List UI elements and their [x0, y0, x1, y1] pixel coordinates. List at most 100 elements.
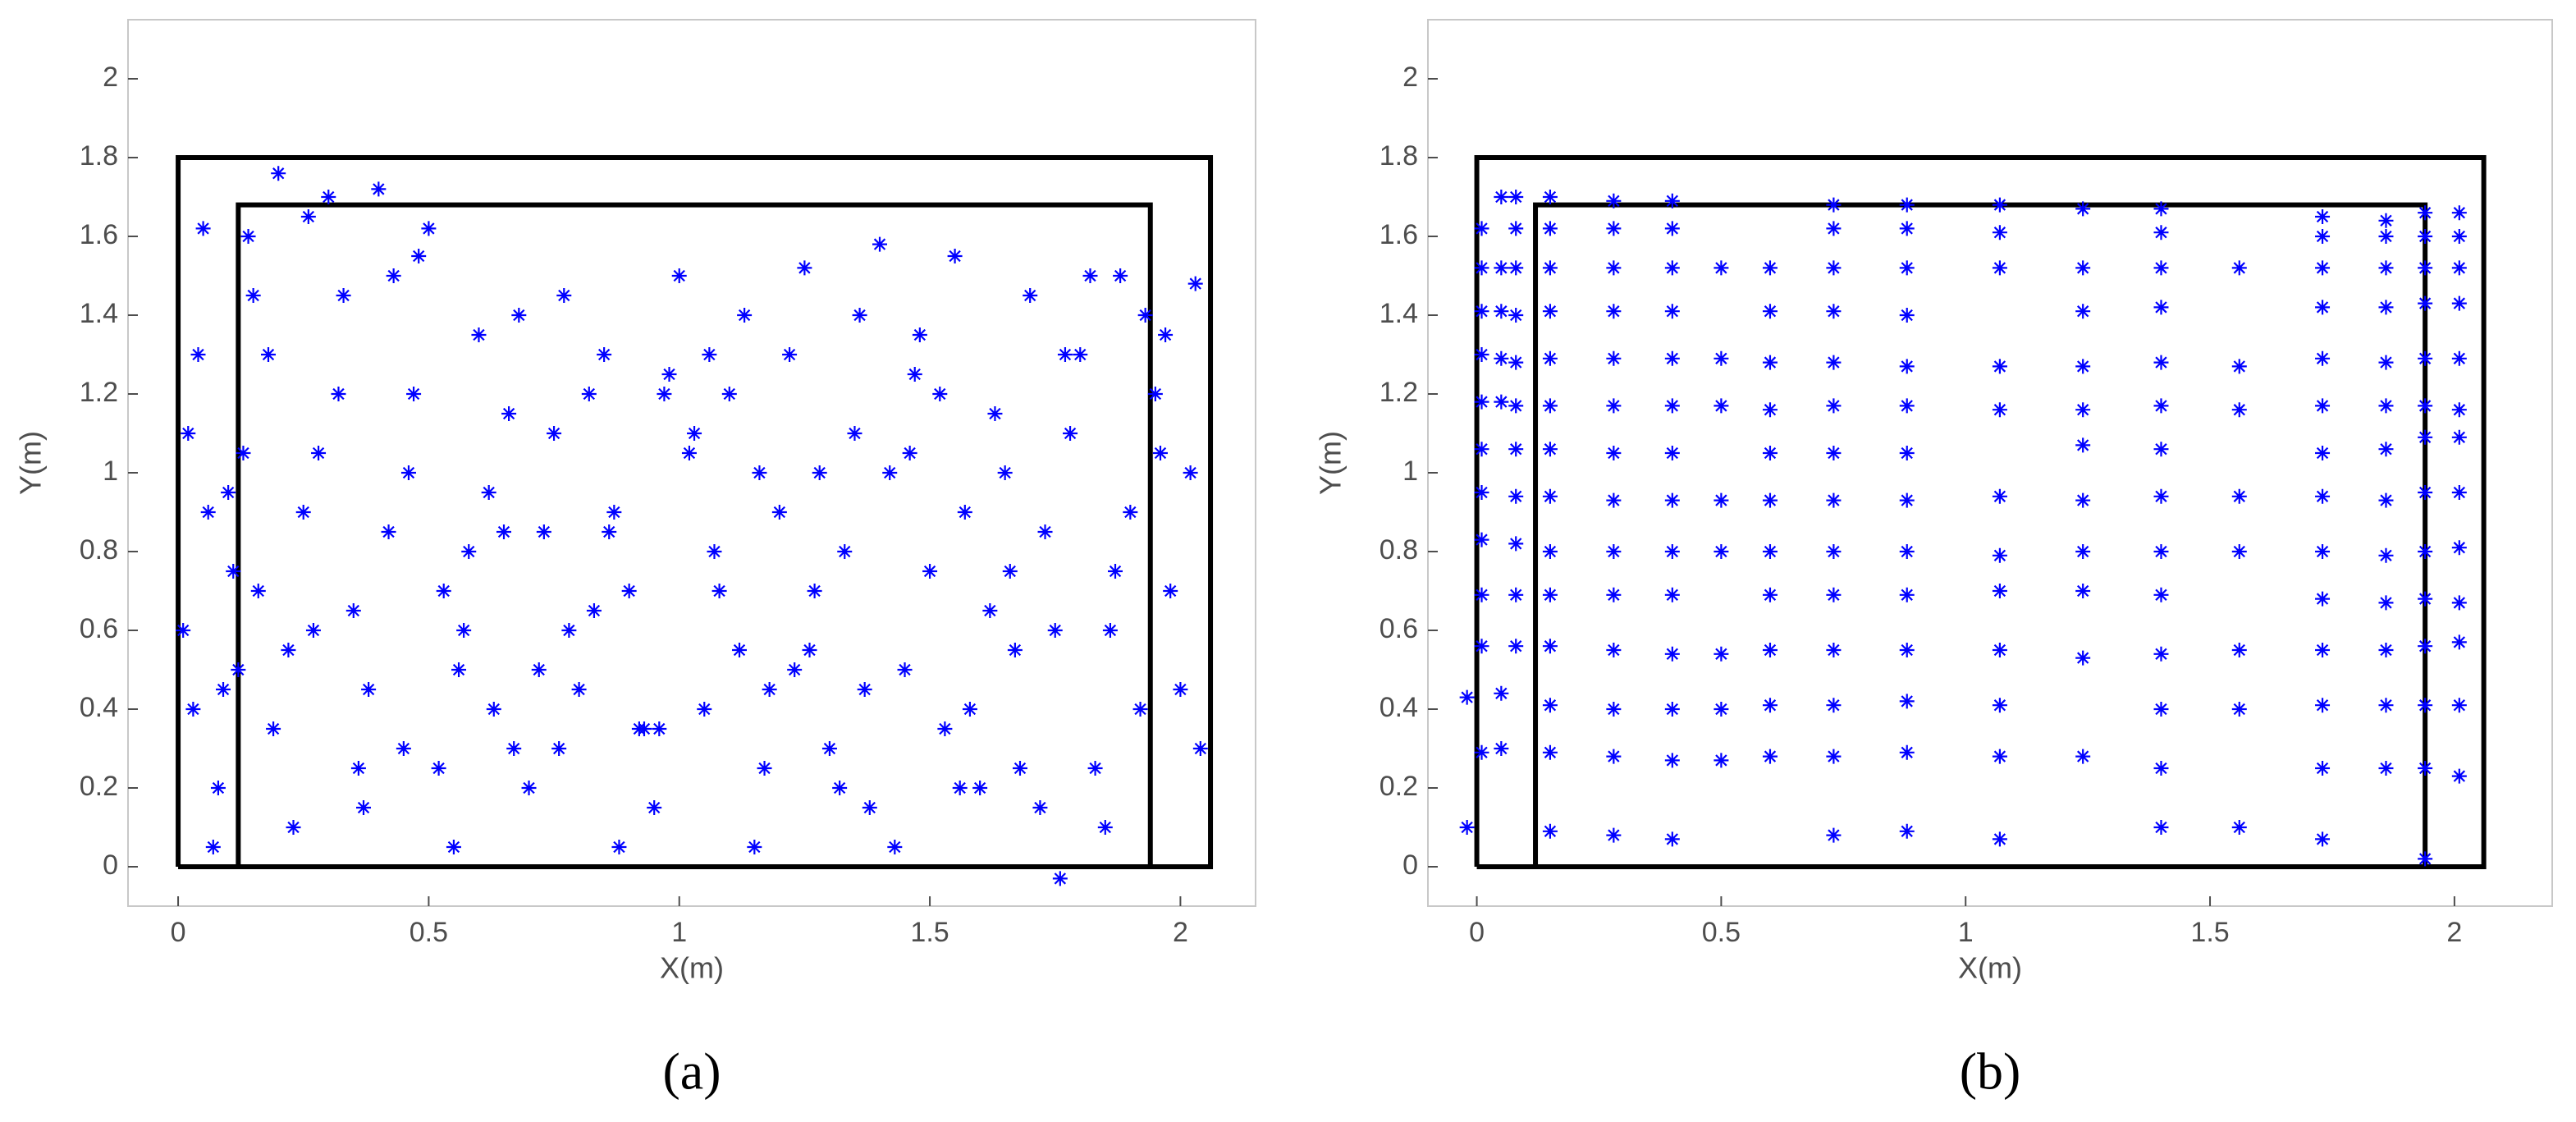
point [1158, 327, 1174, 342]
point [2231, 820, 2247, 835]
point [2153, 761, 2169, 776]
point [1826, 749, 1842, 764]
point [687, 426, 702, 441]
point [661, 367, 677, 382]
point [581, 387, 597, 401]
x-axis-label: X(m) [1958, 951, 2022, 985]
point [852, 308, 867, 323]
point [762, 682, 777, 697]
point [2075, 359, 2091, 374]
point [1664, 587, 1680, 602]
point [331, 387, 346, 401]
point [681, 446, 697, 460]
point [1664, 260, 1680, 276]
caption: (b) [1960, 1042, 2021, 1101]
point [1087, 761, 1103, 776]
point [2075, 437, 2091, 453]
point [2315, 300, 2331, 315]
point [1664, 350, 1680, 366]
y-tick-label: 0.6 [1380, 613, 1418, 644]
point [1542, 221, 1558, 236]
point [2315, 260, 2331, 276]
point [2153, 820, 2169, 835]
point [1762, 492, 1778, 508]
point [1542, 698, 1558, 713]
point [947, 249, 963, 263]
point [1606, 260, 1622, 276]
point [611, 840, 627, 854]
point [1494, 190, 1509, 204]
point [2315, 698, 2331, 713]
point [2153, 300, 2169, 315]
point [1826, 304, 1842, 319]
point [2075, 650, 2091, 666]
point [345, 603, 361, 618]
y-tick-label: 1.2 [80, 377, 118, 408]
point [1494, 741, 1509, 756]
point [2315, 229, 2331, 244]
point [1508, 488, 1524, 504]
point [511, 308, 527, 323]
point [2153, 587, 2169, 602]
point [747, 840, 762, 854]
point [556, 288, 572, 303]
point [1664, 702, 1680, 717]
point [2231, 402, 2247, 418]
y-tick-label: 0.2 [80, 771, 118, 802]
point [1152, 446, 1168, 460]
point [2378, 547, 2394, 563]
point [1542, 398, 1558, 414]
point [1023, 288, 1038, 303]
point [2378, 355, 2394, 370]
point [250, 584, 266, 598]
y-tick-label: 0.6 [80, 613, 118, 644]
point [2378, 260, 2394, 276]
point [982, 603, 998, 618]
point [205, 840, 221, 854]
point [2315, 350, 2331, 366]
point [1714, 646, 1729, 662]
point [386, 268, 401, 283]
point [1899, 260, 1915, 276]
point [711, 584, 727, 598]
point [2418, 295, 2433, 311]
point [2451, 260, 2467, 276]
point [571, 682, 587, 697]
point [952, 781, 968, 795]
point [1762, 698, 1778, 713]
plot-area [1427, 19, 2553, 907]
point [2075, 201, 2091, 217]
x-tick-label: 1.5 [2190, 917, 2229, 948]
x-tick-label: 2 [2446, 917, 2462, 948]
point [2231, 359, 2247, 374]
x-tick-label: 2 [1173, 917, 1188, 948]
point [1012, 761, 1027, 776]
y-tick-label: 1.8 [1380, 140, 1418, 172]
point [1108, 564, 1123, 579]
point [2418, 350, 2433, 366]
point [1762, 643, 1778, 657]
point [1032, 800, 1048, 815]
point [1899, 823, 1915, 839]
point [602, 524, 617, 539]
point [1474, 347, 1489, 362]
point [2451, 350, 2467, 366]
point [2153, 442, 2169, 457]
point [1714, 702, 1729, 717]
point [1899, 694, 1915, 709]
point [1762, 749, 1778, 764]
y-tick-label: 1.6 [1380, 219, 1418, 250]
point [305, 623, 321, 638]
point [1542, 587, 1558, 602]
point [636, 721, 652, 736]
point [737, 308, 753, 323]
point [1494, 685, 1509, 701]
point [486, 702, 501, 717]
point [501, 406, 517, 421]
point [821, 741, 837, 756]
point [221, 485, 236, 500]
point [1606, 446, 1622, 460]
point [987, 406, 1003, 421]
point [1494, 394, 1509, 410]
y-tick-label: 2 [1402, 62, 1418, 93]
